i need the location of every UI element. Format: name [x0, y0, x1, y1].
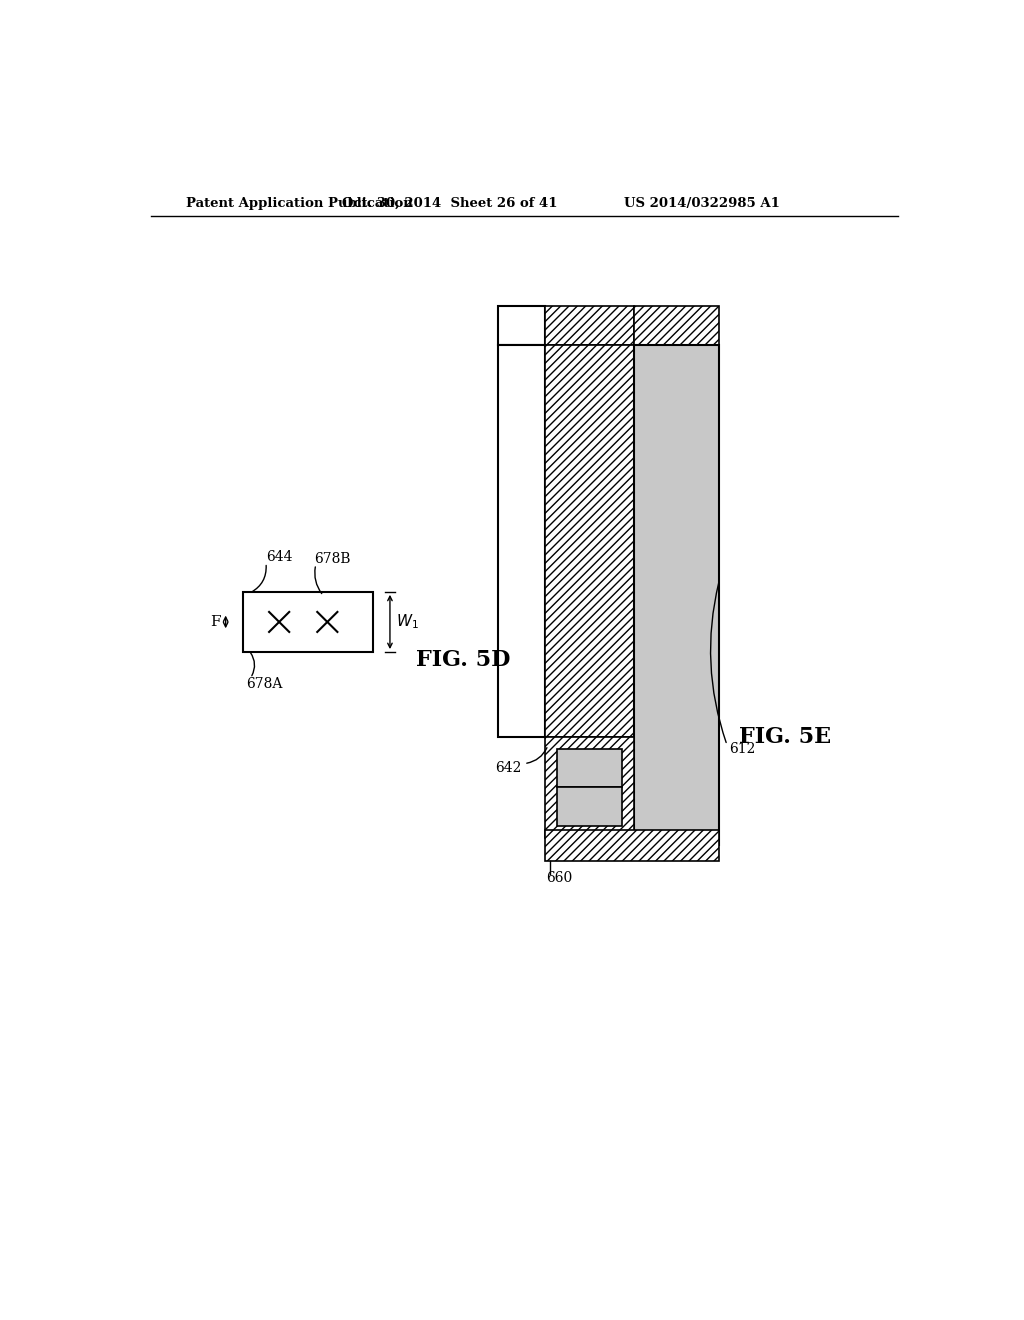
Text: US 2014/0322985 A1: US 2014/0322985 A1	[624, 197, 780, 210]
Text: 644: 644	[266, 550, 293, 564]
Text: 678A: 678A	[247, 677, 283, 692]
Text: F: F	[211, 615, 221, 628]
Text: 642: 642	[496, 762, 521, 775]
Bar	[545, 738, 634, 838]
Bar	[634, 345, 719, 845]
Bar	[557, 748, 623, 788]
Text: 612: 612	[729, 742, 755, 756]
Text: FIG. 5D: FIG. 5D	[416, 648, 510, 671]
Text: FIG. 5E: FIG. 5E	[738, 726, 830, 748]
Bar	[634, 306, 719, 345]
Text: 660: 660	[547, 871, 572, 884]
Text: Oct. 30, 2014  Sheet 26 of 41: Oct. 30, 2014 Sheet 26 of 41	[342, 197, 557, 210]
Bar	[545, 345, 634, 738]
Text: Patent Application Publication: Patent Application Publication	[186, 197, 413, 210]
Bar	[243, 591, 373, 652]
Bar	[557, 788, 623, 826]
Bar	[499, 306, 545, 345]
Text: 678B: 678B	[314, 552, 351, 566]
Bar	[545, 306, 634, 345]
Bar	[499, 345, 545, 738]
Text: $W_1$: $W_1$	[396, 612, 419, 631]
Bar	[545, 830, 719, 861]
